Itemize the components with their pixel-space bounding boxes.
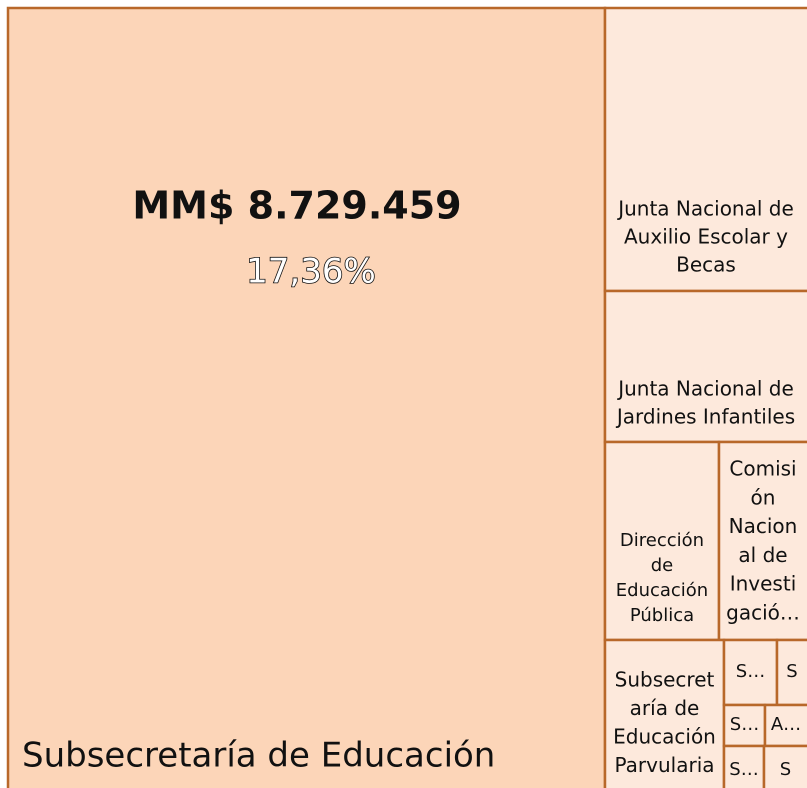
tile-label: Nacion [729,514,798,538]
tile-label: S [780,759,791,780]
tile-label: Becas [676,253,736,277]
tile-label: Junta Nacional de [616,377,794,401]
tile-label: Auxilio Escolar y [624,225,788,249]
tile [763,703,807,748]
tile-label: Pública [630,605,694,626]
tile-label: Junta Nacional de [616,197,794,221]
tile-label: de [651,555,674,576]
tile-label: aría de [630,696,700,720]
tile-label: S… [736,661,765,682]
tile-label: S… [729,759,758,780]
tile-label: Parvularia [615,753,715,777]
tile-label: A… [771,714,801,735]
tile-percent: 17,36% [246,252,376,292]
tile [717,440,807,642]
tile-label: ón [751,485,776,509]
tile-label: Dirección [620,530,704,551]
tile-label: Educación [613,725,716,749]
tile [603,440,721,642]
tile-value: MM$ 8.729.459 [132,184,461,228]
tile-label: S… [730,714,759,735]
tile-label: gació… [726,601,800,625]
tile [762,744,807,788]
tile-label: Comisi [729,457,796,481]
tile [722,638,779,707]
tile [603,289,807,444]
tile-label: Jardines Infantiles [615,405,795,429]
tile [603,6,807,293]
tile-label: Educación [616,580,708,601]
tile [603,638,726,788]
tile-label: Subsecret [615,668,715,692]
tile-label: S [786,661,797,682]
tile [6,6,607,788]
tile-label: al de [738,543,787,567]
tile-label: Investi [730,572,797,596]
tile-label: Subsecretaría de Educación [22,736,495,776]
